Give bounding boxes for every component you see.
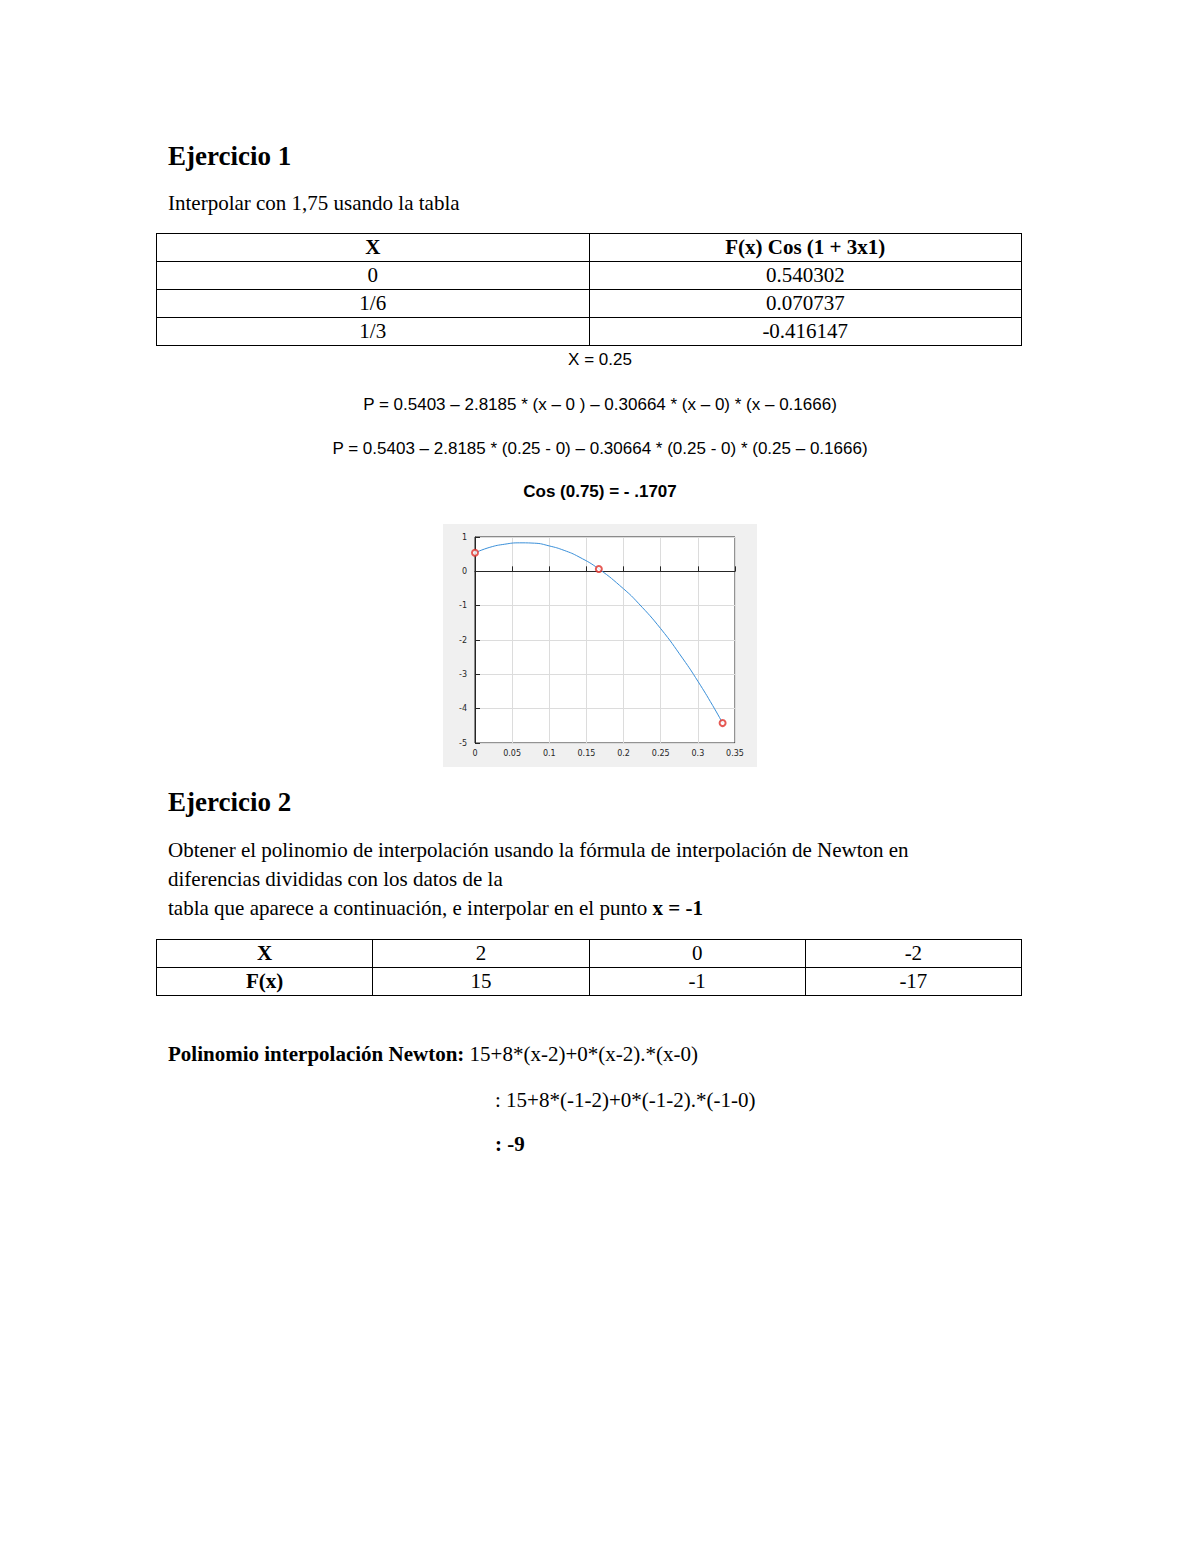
html-text:0: 0 [367, 263, 378, 287]
html-text:X: X [365, 235, 381, 259]
html-text:F(x): F(x) [246, 969, 284, 993]
html-text:1/6: 1/6 [359, 291, 387, 315]
html-text:0.540302: 0.540302 [765, 263, 845, 287]
html-text:Ejercicio 1: Ejercicio 1 [168, 141, 292, 171]
html-text:-1: -1 [688, 969, 706, 993]
html-text:-17: -17 [899, 969, 928, 993]
html-text:P = 0.5403 – 2.8185 * (x – 0 ): P = 0.5403 – 2.8185 * (x – 0 ) – 0.30664… [363, 395, 837, 414]
html-text:: -9: : -9 [495, 1132, 525, 1156]
html-text:F(x) Cos (1 + 3x1): F(x) Cos (1 + 3x1) [725, 235, 886, 259]
html-text:X = 0.25: X = 0.25 [568, 350, 632, 369]
svg-text:0: 0 [472, 749, 477, 758]
html-text:P = 0.5403 – 2.8185 * (0.25 -: P = 0.5403 – 2.8185 * (0.25 - 0) – 0.306… [332, 439, 868, 458]
html-text:2: 2 [475, 941, 487, 965]
svg-text:0.1: 0.1 [543, 749, 556, 758]
html-text:1/3: 1/3 [359, 319, 387, 343]
svg-text:0.2: 0.2 [617, 749, 630, 758]
html-text:Ejercicio 2: Ejercicio 2 [168, 787, 292, 817]
html-text:Polinomio interpolación Newton: Polinomio interpolación Newton: 15+8*(x-… [168, 1042, 698, 1066]
svg-text:0.15: 0.15 [578, 749, 596, 758]
html-text:-2: -2 [904, 941, 923, 965]
html-text:0.070737: 0.070737 [765, 291, 845, 315]
html-text:Obtener el polinomio de interp: Obtener el polinomio de interpolación us… [168, 838, 909, 862]
svg-text:1: 1 [462, 533, 467, 542]
svg-text:0.05: 0.05 [503, 749, 521, 758]
html-text:Cos (0.75) = - .1707: Cos (0.75) = - .1707 [523, 482, 677, 501]
html-text:15: 15 [470, 969, 492, 993]
html-text:X: X [257, 941, 273, 965]
html-text:tabla que aparece a continuaci: tabla que aparece a continuación, e inte… [168, 896, 703, 920]
html-text:Interpolar con 1,75 usando la: Interpolar con 1,75 usando la tabla [168, 191, 460, 215]
svg-text:0.35: 0.35 [726, 749, 744, 758]
html-text:-0.416147: -0.416147 [762, 319, 849, 343]
html-text:0: 0 [691, 941, 703, 965]
svg-text:0: 0 [462, 567, 467, 576]
html-text:: 15+8*(-1-2)+0*(-1-2).*(-1-0): : 15+8*(-1-2)+0*(-1-2).*(-1-0) [495, 1088, 756, 1112]
svg-text:0.3: 0.3 [691, 749, 704, 758]
svg-text:-5: -5 [459, 739, 467, 748]
svg-text:-1: -1 [459, 601, 467, 610]
svg-text:-4: -4 [459, 704, 467, 713]
svg-text:0.25: 0.25 [652, 749, 670, 758]
svg-text:-3: -3 [459, 670, 467, 679]
html-text:diferencias divididas con los: diferencias divididas con los datos de l… [168, 867, 503, 891]
svg-text:-2: -2 [459, 636, 467, 645]
